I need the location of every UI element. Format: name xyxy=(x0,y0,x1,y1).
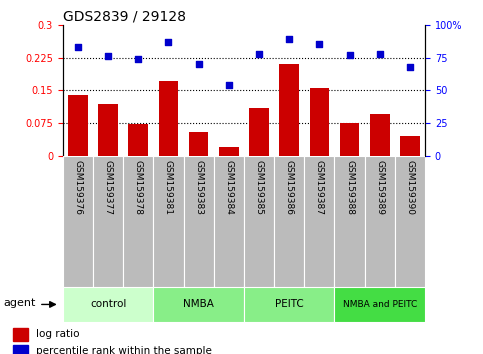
Bar xyxy=(340,123,359,156)
Point xyxy=(346,52,354,58)
Text: NMBA: NMBA xyxy=(183,299,214,309)
Bar xyxy=(98,104,118,156)
Text: GSM159387: GSM159387 xyxy=(315,160,324,215)
Bar xyxy=(249,108,269,156)
Bar xyxy=(279,64,299,156)
Text: GSM159390: GSM159390 xyxy=(405,160,414,215)
Bar xyxy=(14,328,28,341)
Bar xyxy=(189,132,209,156)
Point xyxy=(376,51,384,56)
Bar xyxy=(184,156,213,287)
Bar xyxy=(365,156,395,287)
Text: GSM159377: GSM159377 xyxy=(103,160,113,215)
Point xyxy=(285,36,293,42)
Bar xyxy=(400,136,420,156)
Point xyxy=(74,44,82,50)
Text: GSM159378: GSM159378 xyxy=(134,160,143,215)
Bar xyxy=(395,156,425,287)
Text: GSM159385: GSM159385 xyxy=(255,160,264,215)
Bar xyxy=(68,95,88,156)
Point xyxy=(195,61,202,67)
Bar xyxy=(304,156,334,287)
Point xyxy=(315,41,323,47)
Text: NMBA and PEITC: NMBA and PEITC xyxy=(342,300,417,309)
Bar xyxy=(14,344,28,354)
Bar xyxy=(370,114,390,156)
Point xyxy=(104,53,112,59)
Bar xyxy=(63,156,93,287)
Bar xyxy=(244,156,274,287)
Text: PEITC: PEITC xyxy=(275,299,304,309)
Bar xyxy=(219,147,239,156)
Bar xyxy=(154,287,244,322)
Text: GSM159384: GSM159384 xyxy=(224,160,233,215)
Bar xyxy=(93,156,123,287)
Bar xyxy=(213,156,244,287)
Bar xyxy=(154,156,184,287)
Bar xyxy=(274,156,304,287)
Bar xyxy=(334,156,365,287)
Text: percentile rank within the sample: percentile rank within the sample xyxy=(36,346,212,354)
Text: control: control xyxy=(90,299,126,309)
Point xyxy=(225,82,233,88)
Text: log ratio: log ratio xyxy=(36,329,79,339)
Text: GSM159381: GSM159381 xyxy=(164,160,173,215)
Bar xyxy=(334,287,425,322)
Bar xyxy=(158,81,178,156)
Text: GSM159376: GSM159376 xyxy=(73,160,83,215)
Bar xyxy=(244,287,334,322)
Bar xyxy=(310,88,329,156)
Text: GSM159388: GSM159388 xyxy=(345,160,354,215)
Bar xyxy=(63,287,154,322)
Bar xyxy=(128,124,148,156)
Point xyxy=(165,39,172,45)
Point xyxy=(255,51,263,56)
Text: GDS2839 / 29128: GDS2839 / 29128 xyxy=(63,10,186,24)
Point xyxy=(134,56,142,62)
Point xyxy=(406,64,414,69)
Text: GSM159383: GSM159383 xyxy=(194,160,203,215)
Bar xyxy=(123,156,154,287)
Text: GSM159389: GSM159389 xyxy=(375,160,384,215)
Text: GSM159386: GSM159386 xyxy=(284,160,294,215)
Text: agent: agent xyxy=(3,298,36,308)
